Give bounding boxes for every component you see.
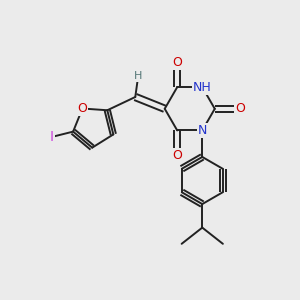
Text: O: O: [172, 56, 182, 69]
Text: H: H: [134, 71, 142, 81]
Text: O: O: [172, 149, 182, 162]
Text: O: O: [235, 102, 245, 115]
Text: NH: NH: [193, 81, 212, 94]
Text: N: N: [198, 124, 207, 137]
Text: I: I: [50, 130, 54, 144]
Text: O: O: [77, 102, 87, 115]
